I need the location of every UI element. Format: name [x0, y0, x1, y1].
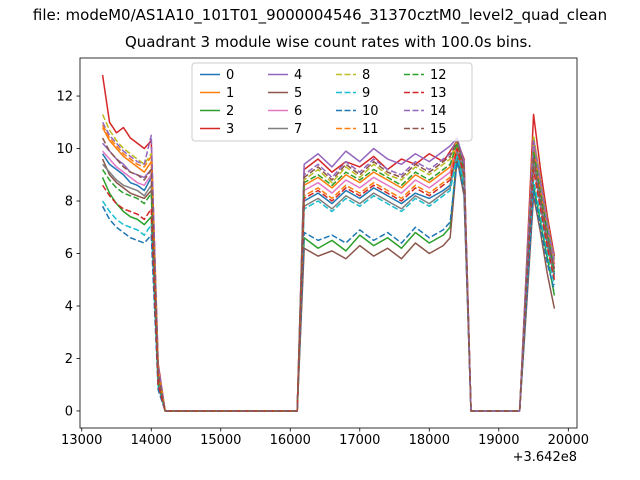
y-tick-label: 4: [65, 299, 73, 314]
series-line-8: [101, 114, 556, 412]
series-line-2: [101, 153, 556, 412]
plot-lines: [101, 74, 556, 412]
legend-entry-2: 2: [200, 104, 234, 119]
legend-label: 14: [430, 104, 447, 119]
legend-entry-4: 4: [268, 68, 302, 83]
y-tick-label: 6: [65, 247, 73, 262]
legend-entry-3: 3: [200, 122, 234, 137]
x-axis-offset-text: +3.642e8: [512, 450, 577, 465]
legend-label: 5: [294, 86, 302, 101]
x-tick-label: 16000: [270, 433, 311, 448]
legend-entry-9: 9: [336, 86, 370, 101]
series-line-5: [101, 158, 556, 412]
legend-entry-0: 0: [200, 68, 234, 83]
legend-label: 4: [294, 68, 302, 83]
x-tick-label: 20000: [548, 433, 589, 448]
legend-label: 3: [226, 122, 234, 137]
legend-entry-13: 13: [404, 86, 447, 101]
legend-label: 15: [430, 122, 447, 137]
legend-entry-12: 12: [404, 68, 447, 83]
y-tick-label: 8: [65, 195, 73, 210]
series-line-15: [101, 137, 556, 412]
series-line-0: [101, 147, 556, 412]
legend-entry-14: 14: [404, 104, 447, 119]
legend-entry-6: 6: [268, 104, 302, 119]
legend-entry-11: 11: [336, 122, 379, 137]
series-line-13: [101, 147, 556, 412]
legend-entry-8: 8: [336, 68, 370, 83]
legend-label: 0: [226, 68, 234, 83]
legend-entry-5: 5: [268, 86, 302, 101]
legend-label: 11: [362, 122, 379, 137]
legend-entry-1: 1: [200, 86, 234, 101]
legend-box: [191, 62, 473, 142]
legend-label: 8: [362, 68, 370, 83]
y-tick-label: 12: [56, 90, 73, 105]
series-line-1: [101, 127, 556, 412]
series-line-9: [101, 155, 556, 412]
y-tick-label: 2: [65, 352, 73, 367]
series-line-11: [101, 124, 556, 412]
axes-frame: [79, 57, 578, 429]
y-tick-label: 0: [65, 404, 73, 419]
legend-label: 12: [430, 68, 447, 83]
chart-title: Quadrant 3 module wise count rates with …: [124, 33, 533, 51]
legend-entry-15: 15: [404, 122, 447, 137]
legend-label: 10: [362, 104, 379, 119]
legend-entry-7: 7: [268, 122, 302, 137]
series-line-12: [101, 142, 556, 412]
legend-label: 1: [226, 86, 234, 101]
x-tick-label: 13000: [61, 433, 102, 448]
figure-suptitle: file: modeM0/AS1A10_101T01_9000004546_31…: [32, 6, 608, 24]
legend-label: 13: [430, 86, 447, 101]
x-tick-label: 15000: [200, 433, 241, 448]
series-line-10: [101, 160, 556, 412]
series-line-14: [101, 121, 556, 412]
legend-label: 9: [362, 86, 370, 101]
legend-label: 6: [294, 104, 302, 119]
x-tick-label: 14000: [131, 433, 172, 448]
y-tick-label: 10: [56, 142, 73, 157]
legend-label: 7: [294, 122, 302, 137]
legend-label: 2: [226, 104, 234, 119]
legend-entry-10: 10: [336, 104, 379, 119]
x-tick-label: 19000: [478, 433, 519, 448]
x-tick-label: 18000: [409, 433, 450, 448]
x-tick-label: 17000: [339, 433, 380, 448]
